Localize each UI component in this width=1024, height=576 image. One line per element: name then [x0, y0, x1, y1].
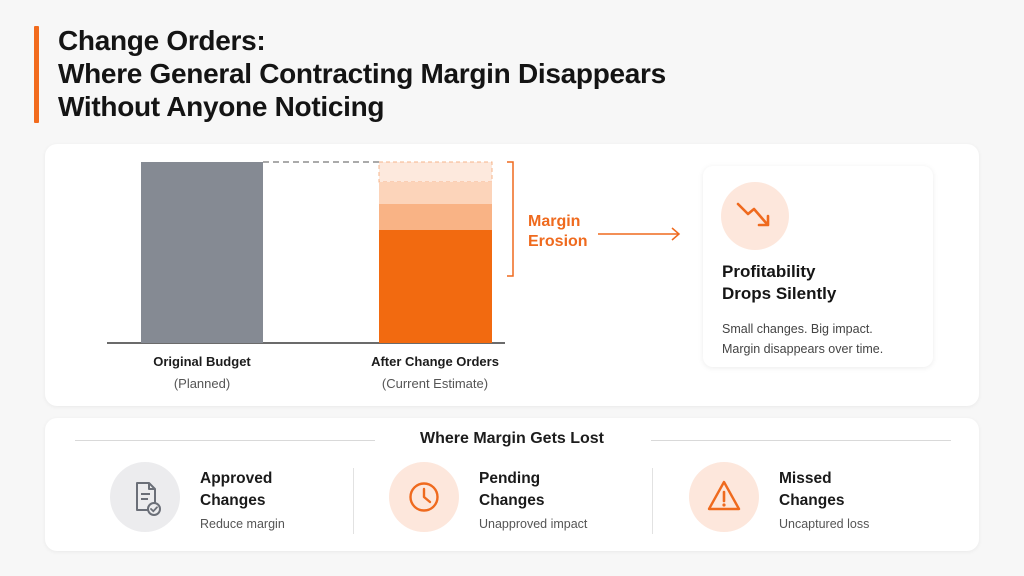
insight-body: Small changes. Big impact. Margin disapp…	[722, 319, 883, 359]
item-separator-2	[652, 468, 653, 534]
title-accent-bar	[34, 26, 39, 123]
margin-erosion-line-1: Margin	[528, 213, 581, 230]
warning-icon	[689, 462, 759, 532]
margin-erosion-card: Original Budget (Planned) After Change O…	[45, 144, 979, 406]
after-change-orders-bar	[379, 230, 492, 343]
insight-heading: Profitability Drops Silently	[722, 261, 836, 305]
original-budget-bar	[141, 162, 263, 343]
margin-loss-card: Where Margin Gets Lost Approved Changes …	[45, 418, 979, 551]
after-change-orders-name: After Change Orders	[371, 354, 499, 369]
missed-changes-desc: Uncaptured loss	[779, 517, 870, 531]
approved-document-icon	[110, 462, 180, 532]
title-line-2: Where General Contracting Margin Disappe…	[58, 58, 666, 89]
insight-body-line-1: Small changes. Big impact.	[722, 322, 873, 336]
pending-changes-desc: Unapproved impact	[479, 517, 588, 531]
page-title: Change Orders: Where General Contracting…	[58, 24, 666, 123]
budget-comparison-diagram	[107, 161, 681, 344]
insight-heading-line-2: Drops Silently	[722, 284, 837, 303]
title-line-3: Without Anyone Noticing	[58, 91, 385, 122]
profitability-insight-card: Profitability Drops Silently Small chang…	[703, 166, 933, 367]
erosion-bracket	[507, 161, 514, 277]
item-separator-1	[353, 468, 354, 534]
insight-body-line-2: Margin disappears over time.	[722, 342, 884, 356]
approved-changes-name: Approved Changes	[200, 468, 272, 512]
trend-down-icon	[721, 182, 789, 250]
pending-name-line-1: Pending	[479, 470, 541, 487]
after-change-orders-sub: (Current Estimate)	[381, 376, 489, 391]
original-budget-name: Original Budget	[153, 354, 251, 369]
approved-changes-desc: Reduce margin	[200, 517, 285, 531]
missed-name-line-2: Changes	[779, 492, 845, 509]
erosion-arrow-head	[671, 227, 681, 241]
approved-name-line-1: Approved	[200, 470, 273, 487]
pending-changes-name: Pending Changes	[479, 468, 544, 512]
title-line-1: Change Orders:	[58, 25, 266, 56]
original-budget-sub: (Planned)	[173, 376, 231, 391]
section-title: Where Margin Gets Lost	[419, 430, 605, 447]
missed-name-line-1: Missed	[779, 470, 832, 487]
after-change-orders-label: After Change Orders (Current Estimate)	[335, 353, 535, 393]
missed-changes-name: Missed Changes	[779, 468, 844, 512]
section-rule-left	[75, 440, 375, 441]
pending-name-line-2: Changes	[479, 492, 545, 509]
margin-erosion-label: Margin Erosion	[528, 212, 598, 252]
clock-icon	[389, 462, 459, 532]
margin-erosion-line-2: Erosion	[528, 233, 588, 250]
insight-heading-line-1: Profitability	[722, 262, 816, 281]
original-budget-label: Original Budget (Planned)	[102, 353, 302, 393]
approved-name-line-2: Changes	[200, 492, 266, 509]
section-rule-right	[651, 440, 951, 441]
erosion-layer-2	[379, 182, 492, 204]
erosion-layer-3	[379, 204, 492, 230]
erosion-layer-1	[378, 161, 493, 183]
